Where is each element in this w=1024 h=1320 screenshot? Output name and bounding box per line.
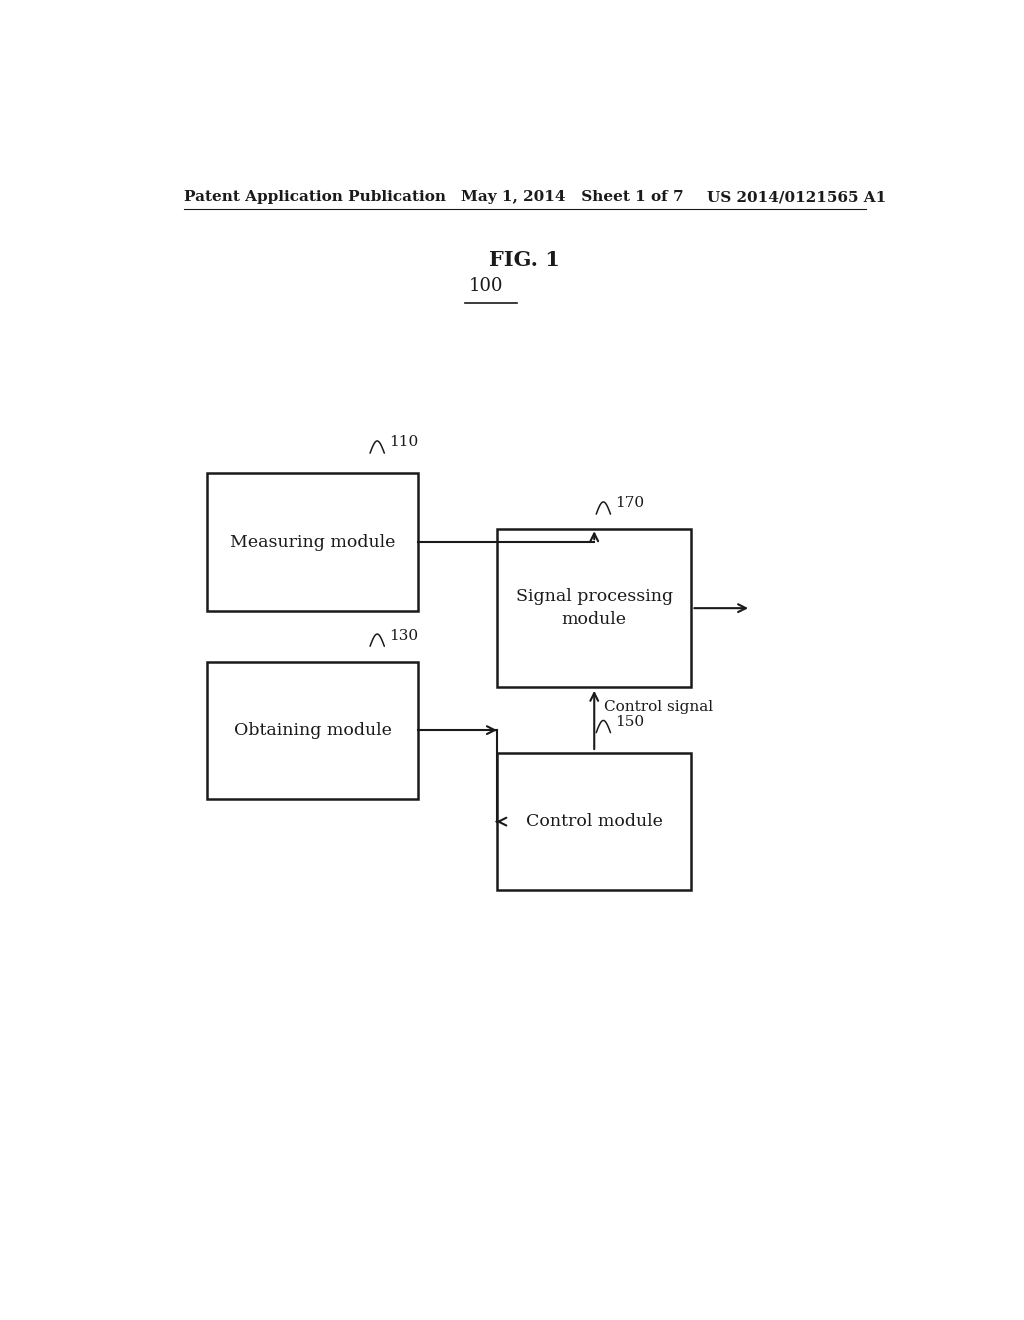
Bar: [207, 474, 418, 611]
Bar: [207, 661, 418, 799]
Text: 100: 100: [469, 277, 504, 294]
Text: Patent Application Publication: Patent Application Publication: [183, 190, 445, 205]
Bar: [497, 529, 691, 686]
Text: May 1, 2014   Sheet 1 of 7: May 1, 2014 Sheet 1 of 7: [461, 190, 684, 205]
Text: Signal processing
module: Signal processing module: [516, 587, 673, 628]
Text: Control module: Control module: [525, 813, 663, 830]
Bar: [497, 752, 691, 890]
Text: 170: 170: [615, 496, 644, 511]
Text: Control signal: Control signal: [604, 700, 714, 714]
Text: 110: 110: [389, 436, 419, 450]
Text: FIG. 1: FIG. 1: [489, 249, 560, 271]
Text: Measuring module: Measuring module: [229, 533, 395, 550]
Text: Obtaining module: Obtaining module: [233, 722, 391, 739]
Text: 130: 130: [389, 628, 418, 643]
Text: US 2014/0121565 A1: US 2014/0121565 A1: [708, 190, 887, 205]
Text: 150: 150: [615, 715, 644, 729]
